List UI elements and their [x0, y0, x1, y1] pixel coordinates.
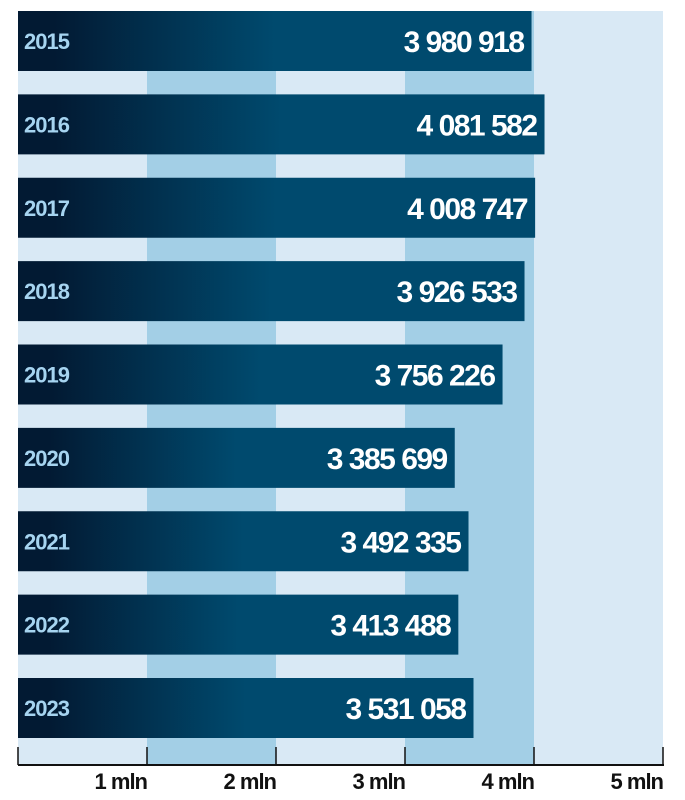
data-label: 4 081 582	[417, 109, 538, 142]
data-label: 4 008 747	[407, 193, 528, 226]
bar-group-2018: 2018 3 926 533	[18, 261, 525, 322]
x-tick-label: 2 mln	[224, 769, 277, 794]
bar-group-2022: 2022 3 413 488	[18, 594, 459, 655]
bar-group-2023: 2023 3 531 058	[18, 678, 474, 738]
data-label: 3 926 533	[397, 276, 518, 309]
x-tick-label: 1 mln	[95, 769, 148, 794]
data-label: 3 980 918	[404, 26, 525, 59]
x-tick-label: 5 mln	[611, 769, 664, 794]
data-label: 3 756 226	[375, 360, 496, 393]
bar-group-2016: 2016 4 081 582	[18, 94, 545, 155]
category-label: 2018	[24, 279, 70, 304]
bar-2015	[18, 11, 532, 71]
bar-2023	[18, 678, 474, 738]
category-label: 2023	[24, 696, 70, 721]
bar-group-2015: 2015 3 980 918	[18, 11, 532, 71]
bar-2017	[18, 177, 536, 238]
category-label: 2017	[24, 196, 70, 221]
category-label: 2016	[24, 112, 70, 137]
data-label: 3 385 699	[327, 443, 448, 476]
bar-2019	[18, 344, 503, 405]
bar-2022	[18, 594, 459, 655]
data-label: 3 492 335	[341, 526, 462, 559]
category-label: 2022	[24, 613, 70, 638]
data-label: 3 413 488	[330, 610, 451, 643]
bar-group-2019: 2019 3 756 226	[18, 344, 503, 405]
bar-2016	[18, 94, 545, 155]
category-label: 2021	[24, 529, 70, 554]
category-label: 2019	[24, 363, 70, 388]
bar-2020	[18, 427, 455, 488]
bar-2018	[18, 261, 525, 322]
bar-group-2017: 2017 4 008 747	[18, 177, 536, 238]
grid-band	[534, 11, 663, 765]
x-tick-label: 3 mln	[353, 769, 406, 794]
data-label: 3 531 058	[346, 693, 467, 726]
bar-group-2021: 2021 3 492 335	[18, 511, 469, 572]
category-label: 2015	[24, 29, 70, 54]
bar-group-2020: 2020 3 385 699	[18, 427, 455, 488]
x-tick-label: 4 mln	[482, 769, 535, 794]
category-label: 2020	[24, 446, 70, 471]
bar-2021	[18, 511, 469, 572]
